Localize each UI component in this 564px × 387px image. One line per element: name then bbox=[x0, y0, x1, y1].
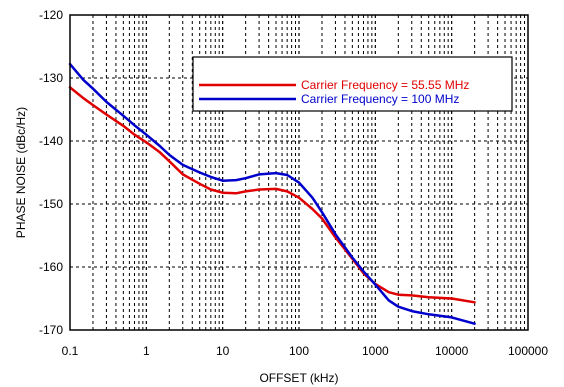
series-line-100-mhz bbox=[68, 62, 476, 325]
x-tick-label: 0.1 bbox=[62, 344, 79, 358]
y-tick-label: -140 bbox=[39, 134, 63, 148]
legend: Carrier Frequency = 55.55 MHz Carrier Fr… bbox=[192, 56, 513, 112]
x-tick-label: 100000 bbox=[508, 344, 548, 358]
x-tick-label: 10 bbox=[216, 344, 230, 358]
x-tick-labels: 0.1 1 10 100 1000 10000 100000 bbox=[62, 344, 549, 358]
plot-frame bbox=[69, 14, 529, 331]
y-tick-label: -130 bbox=[39, 71, 63, 85]
x-tick-label: 10000 bbox=[435, 344, 469, 358]
x-tick-label: 1000 bbox=[362, 344, 389, 358]
y-tick-label: -170 bbox=[39, 323, 63, 337]
series-lines bbox=[68, 62, 476, 325]
y-tick-label: -160 bbox=[39, 260, 63, 274]
y-tick-label: -150 bbox=[39, 197, 63, 211]
series-line-55-55-mhz bbox=[68, 86, 476, 304]
x-tick-label: 100 bbox=[289, 344, 309, 358]
legend-label-100-mhz: Carrier Frequency = 100 MHz bbox=[301, 92, 459, 106]
x-tick-label: 1 bbox=[143, 344, 150, 358]
grid bbox=[70, 15, 528, 330]
x-axis-label: OFFSET (kHz) bbox=[259, 371, 338, 385]
y-tick-labels: -170 -160 -150 -140 -130 -120 bbox=[39, 8, 63, 337]
y-tick-label: -120 bbox=[39, 8, 63, 22]
y-axis-label: PHASE NOISE (dBc/Hz) bbox=[14, 107, 28, 238]
legend-label-55-55-mhz: Carrier Frequency = 55.55 MHz bbox=[301, 78, 469, 92]
